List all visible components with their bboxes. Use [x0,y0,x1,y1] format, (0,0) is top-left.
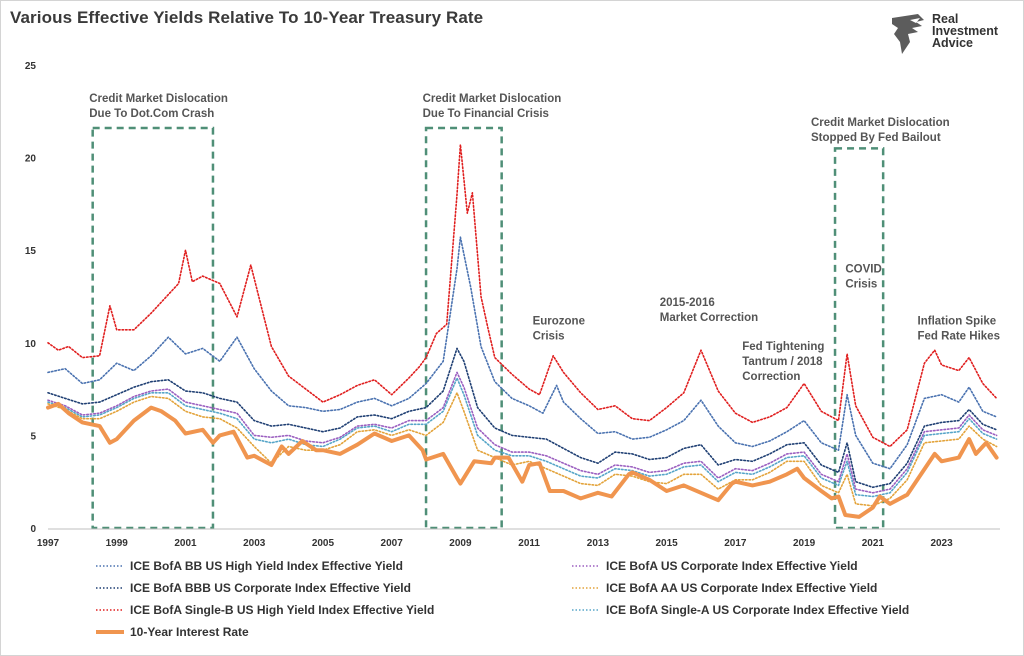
series-line [47,236,998,470]
brand-logo: Real Investment Advice [888,12,1018,56]
x-tick-label: 1997 [37,538,60,549]
series-line [47,392,998,507]
series-line [47,143,998,448]
legend-label: ICE BofA BB US High Yield Index Effectiv… [130,559,403,573]
x-tick-label: 2021 [862,538,885,549]
legend-label: ICE BofA US Corporate Index Effective Yi… [606,559,858,573]
annotation: Credit Market Dislocation Stopped By Fed … [811,117,950,144]
series-line [47,347,998,489]
annotation: 2015-2016 Market Correction [660,297,758,324]
x-tick-label: 2013 [587,538,610,549]
x-tick-label: 2007 [381,538,404,549]
y-tick-label: 10 [25,339,37,350]
x-tick-label: 2017 [724,538,747,549]
annotation-line: Tantrum / 2018 [742,356,823,368]
annotation-line: Credit Market Dislocation [89,93,228,105]
brand-line-2: Investment [932,24,998,38]
x-tick-label: 2011 [518,538,540,549]
legend-label: ICE BofA Single-B US High Yield Index Ef… [130,603,434,617]
y-tick-label: 20 [25,154,37,165]
x-tick-label: 2009 [449,538,472,549]
y-tick-label: 15 [25,246,37,257]
annotation-line: Crisis [845,278,877,290]
legend-label: ICE BofA AA US Corporate Index Effective… [606,581,877,595]
legend-label: ICE BofA BBB US Corporate Index Effectiv… [130,581,411,595]
annotation: Fed Tightening Tantrum / 2018 Correction [742,341,824,383]
annotation-line: Market Correction [660,312,758,324]
annotation: COVID Crisis [845,263,881,290]
series-line [46,401,999,519]
x-tick-label: 2003 [243,538,266,549]
x-tick-label: 2001 [174,538,197,549]
annotation-line: Crisis [533,330,565,342]
x-tick-label: 2005 [312,538,335,549]
legend-label: ICE BofA Single-A US Corporate Index Eff… [606,603,909,617]
annotation: Credit Market Dislocation Due To Financia… [423,93,562,120]
annotation-line: COVID [845,263,881,275]
annotation: Inflation Spike Fed Rate Hikes [918,315,1000,342]
highlight-box [91,126,215,530]
annotation-line: Stopped By Fed Bailout [811,132,941,144]
brand-line-1: Real [932,12,959,26]
annotation-line: Inflation Spike [918,315,997,327]
annotation-line: Credit Market Dislocation [811,117,950,129]
y-tick-label: 25 [25,61,37,72]
annotation-line: Due To Financial Crisis [423,108,549,120]
chart-title: Various Effective Yields Relative To 10-… [10,8,484,27]
brand-line-3: Advice [932,36,973,50]
highlight-box [424,126,503,530]
annotation: Credit Market Dislocation Due To Dot.Com … [89,93,228,120]
x-tick-label: 1999 [106,538,129,549]
annotation-line: Eurozone [533,315,585,327]
brand-name: Real Investment Advice [932,12,998,50]
legend-label: 10-Year Interest Rate [130,625,249,639]
annotation-line: Due To Dot.Com Crash [89,108,214,120]
annotation-line: Fed Tightening [742,341,824,353]
y-tick-label: 5 [30,431,36,442]
x-tick-label: 2019 [793,538,816,549]
x-tick-label: 2015 [656,538,679,549]
series-line [47,371,998,494]
annotation: Eurozone Crisis [533,315,585,342]
series-line [47,377,998,498]
annotation-line: 2015-2016 [660,297,715,309]
eagle-logo-icon [892,14,924,54]
x-tick-label: 2023 [930,538,953,549]
highlight-box [833,147,885,530]
y-tick-label: 0 [30,524,36,535]
annotation-line: Fed Rate Hikes [918,330,1000,342]
annotation-line: Credit Market Dislocation [423,93,562,105]
annotation-line: Correction [742,371,800,383]
